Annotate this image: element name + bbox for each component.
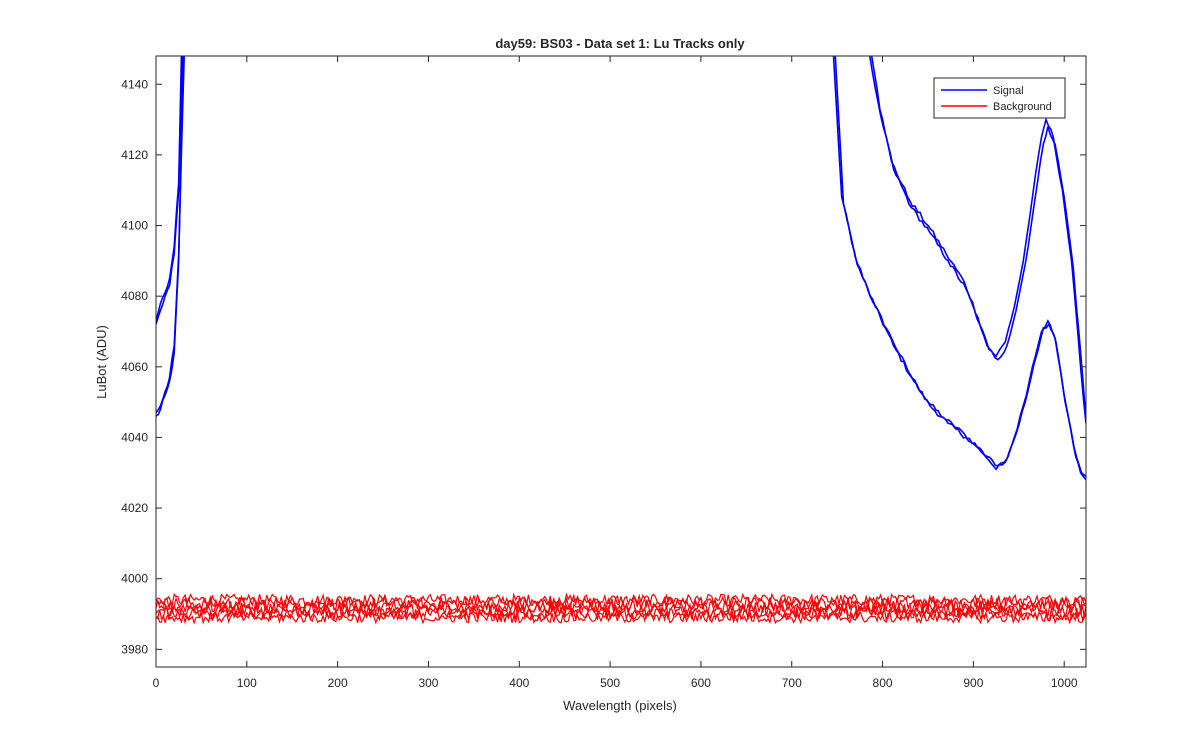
background-series-line <box>156 602 1086 620</box>
y-tick-label: 4020 <box>121 501 148 515</box>
x-tick-label: 200 <box>328 676 348 690</box>
legend: Signal Background <box>933 77 1066 119</box>
y-tick-label: 4000 <box>121 572 148 586</box>
y-tick-label: 4140 <box>121 77 148 91</box>
background-series-line <box>156 595 1086 612</box>
x-tick-label: 700 <box>782 676 802 690</box>
y-tick-label: 4080 <box>121 289 148 303</box>
x-axis-label: Wavelength (pixels) <box>563 698 677 713</box>
y-tick-label: 4060 <box>121 360 148 374</box>
y-tick-label: 3980 <box>121 642 148 656</box>
y-tick-label: 4100 <box>121 219 148 233</box>
x-tick-label: 500 <box>600 676 620 690</box>
x-tick-label: 600 <box>691 676 711 690</box>
x-axis: 0 100 200 300 400 500 600 700 800 900 1000 <box>153 56 1078 690</box>
x-tick-label: 100 <box>237 676 257 690</box>
x-tick-label: 0 <box>153 676 160 690</box>
background-series-line <box>156 606 1086 622</box>
y-tick-label: 4120 <box>121 148 148 162</box>
x-tick-label: 900 <box>963 676 983 690</box>
x-tick-label: 800 <box>873 676 893 690</box>
chart-title: day59: BS03 - Data set 1: Lu Tracks only <box>495 36 745 51</box>
y-axis-label: LuBot (ADU) <box>94 325 109 399</box>
y-axis: 3980 4000 4020 4040 4060 4080 4100 4120 4140 <box>121 77 1086 656</box>
x-tick-label: 300 <box>418 676 438 690</box>
y-tick-label: 4040 <box>121 430 148 444</box>
series-layer <box>156 56 1086 625</box>
plot-frame <box>155 55 1087 668</box>
legend-label-signal: Signal <box>993 85 1024 97</box>
background-series-line <box>156 598 1086 616</box>
plot-area <box>156 56 1086 667</box>
signal-series-line <box>156 56 1086 477</box>
x-tick-label: 1000 <box>1051 676 1078 690</box>
signal-series-line <box>156 56 1086 420</box>
legend-label-background: Background <box>993 101 1052 113</box>
x-tick-label: 400 <box>509 676 529 690</box>
background-series-line <box>156 610 1086 625</box>
legend-box <box>933 77 1066 119</box>
